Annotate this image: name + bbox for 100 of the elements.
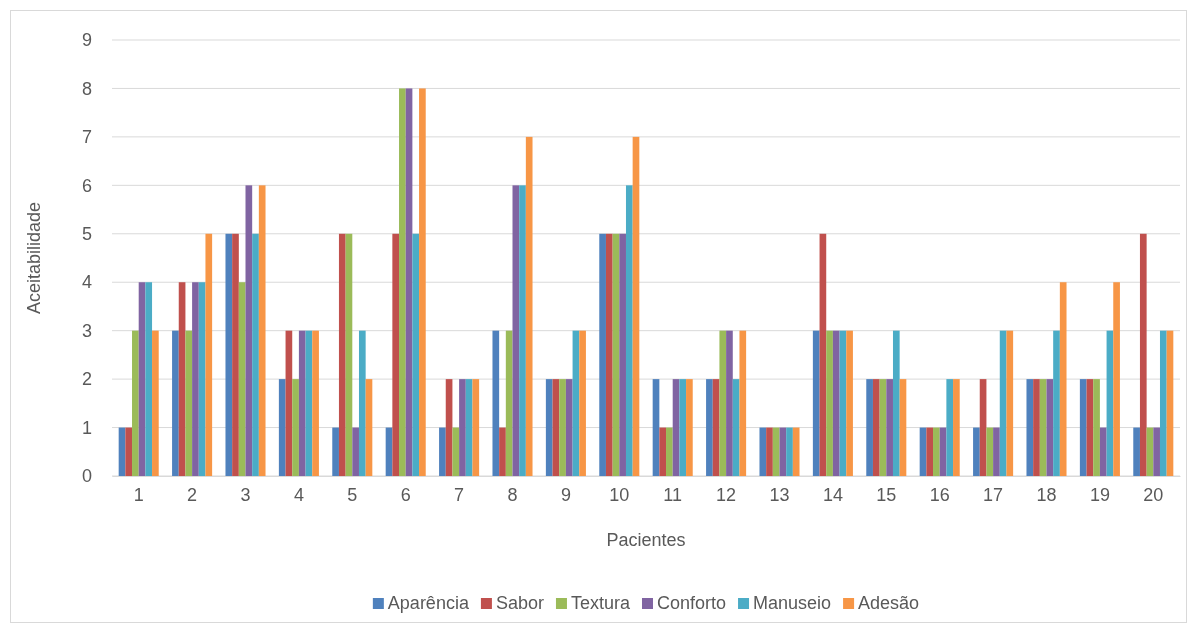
bar [305, 330, 313, 476]
bar [1166, 330, 1174, 476]
x-tick-label: 11 [663, 484, 683, 505]
legend-label: Sabor [495, 593, 544, 613]
y-tick-label: 1 [81, 417, 92, 438]
bar [1099, 427, 1107, 476]
x-tick-label: 10 [609, 484, 630, 505]
bar [819, 233, 827, 476]
bar [178, 282, 186, 476]
bar [145, 282, 153, 476]
bar [879, 379, 887, 476]
legend-label: Manuseio [753, 593, 832, 613]
bar [472, 379, 480, 476]
bar [1093, 379, 1100, 476]
bar [826, 330, 833, 476]
bar [1133, 427, 1140, 476]
bar [278, 379, 286, 476]
bar [792, 427, 800, 476]
bar [846, 330, 853, 476]
bar [1106, 330, 1114, 476]
x-tick-label: 6 [400, 484, 411, 505]
bar [505, 330, 513, 476]
bar [719, 330, 727, 476]
bar [772, 427, 780, 476]
bar [659, 427, 667, 476]
bar [298, 330, 306, 476]
bar [358, 330, 366, 476]
bar [766, 427, 773, 476]
bar [712, 379, 720, 476]
bar [459, 379, 466, 476]
bar [292, 379, 299, 476]
bar [726, 330, 733, 476]
bar [258, 185, 266, 476]
bar [979, 379, 987, 476]
bar [832, 330, 840, 476]
bar [632, 136, 640, 476]
x-tick-label: 20 [1143, 484, 1164, 505]
bar [125, 427, 133, 476]
bar [559, 379, 566, 476]
y-tick-label: 8 [81, 78, 92, 99]
legend-label: Conforto [656, 593, 727, 613]
y-tick-label: 3 [81, 320, 92, 341]
x-tick-label: 5 [347, 484, 358, 505]
bar [1079, 379, 1087, 476]
bar [999, 330, 1007, 476]
bar [399, 88, 406, 476]
bar [285, 330, 293, 476]
bar [312, 330, 319, 476]
bar [1113, 282, 1120, 476]
bar [512, 185, 520, 476]
bar [652, 379, 660, 476]
bar [225, 233, 233, 476]
bar [192, 282, 199, 476]
bar [739, 330, 747, 476]
bar [1033, 379, 1040, 476]
bar [1059, 282, 1067, 476]
bar [579, 330, 586, 476]
bar [759, 427, 767, 476]
legend-label: Aparência [387, 593, 470, 613]
bar [732, 379, 740, 476]
bar [953, 379, 960, 476]
bar [946, 379, 954, 476]
bar [565, 379, 573, 476]
bar [185, 330, 193, 476]
bar [445, 379, 453, 476]
bar [452, 427, 460, 476]
bar [1086, 379, 1094, 476]
bar [198, 282, 206, 476]
bar [205, 233, 213, 476]
bar [252, 233, 259, 476]
y-tick-label: 2 [81, 369, 92, 390]
bar [232, 233, 239, 476]
x-tick-label: 18 [1036, 484, 1057, 505]
x-tick-label: 2 [187, 484, 198, 505]
bar [439, 427, 446, 476]
bar [892, 330, 900, 476]
x-tick-label: 13 [769, 484, 790, 505]
y-tick-label: 9 [81, 30, 92, 51]
bar [405, 88, 413, 476]
x-tick-label: 17 [983, 484, 1004, 505]
bar [499, 427, 506, 476]
x-tick-label: 3 [240, 484, 251, 505]
bar [545, 379, 553, 476]
bar [1006, 330, 1014, 476]
bar [419, 88, 426, 476]
x-tick-label: 19 [1089, 484, 1110, 505]
bar [152, 330, 159, 476]
x-tick-label: 12 [716, 484, 737, 505]
bar [666, 427, 673, 476]
bar [866, 379, 873, 476]
x-tick-label: 16 [929, 484, 950, 505]
bar [465, 379, 473, 476]
x-tick-label: 14 [822, 484, 843, 505]
bar [672, 379, 680, 476]
y-tick-label: 0 [81, 466, 92, 487]
bar [899, 379, 907, 476]
bar [172, 330, 179, 476]
bar [605, 233, 613, 476]
y-axis-title: Aceitabilidade [24, 201, 44, 315]
bar [933, 427, 940, 476]
